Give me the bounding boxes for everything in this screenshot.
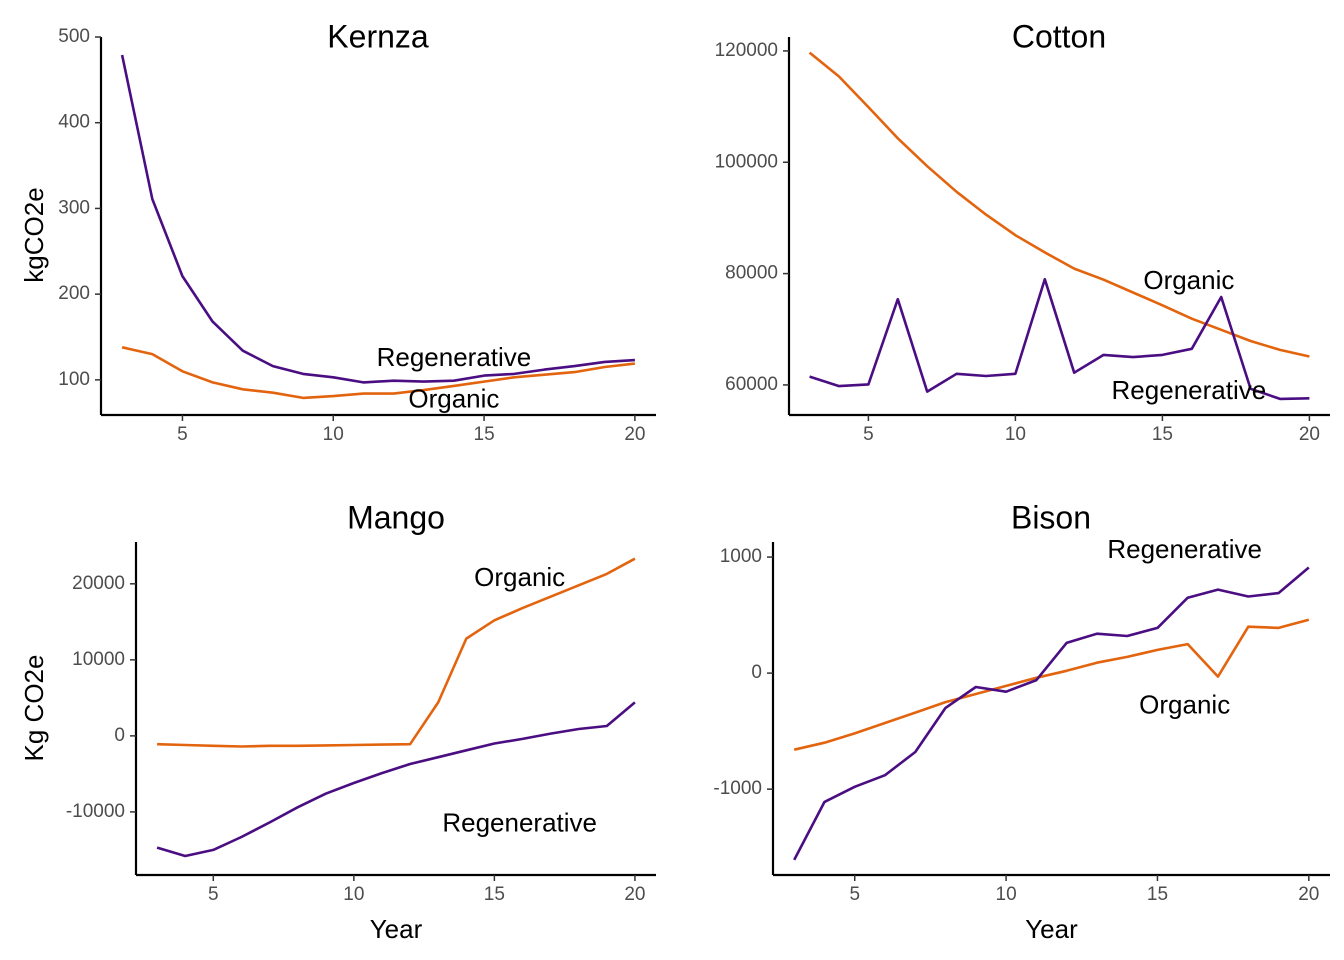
y-tick-label: 80000	[725, 263, 778, 284]
x-tick-label: 20	[624, 884, 645, 905]
y-tick-label: 500	[58, 26, 90, 47]
series-line-organic	[793, 618, 1310, 751]
series-line-regenerative	[120, 54, 635, 384]
y-tick-label: 100	[58, 369, 90, 390]
y-tick-label: 10000	[72, 649, 125, 670]
series-line-regenerative	[156, 701, 636, 858]
series-label: Organic	[1139, 690, 1230, 720]
panel-mango: Mango 5 10 15 20 -10000 0 10000 20000 Kg CO2e Year…	[19, 499, 656, 944]
series-label: Regenerative	[377, 342, 532, 372]
series-line-organic	[157, 557, 636, 748]
y-tick-label: 0	[114, 725, 125, 746]
y-axis-title: Kg CO2e	[19, 655, 49, 762]
series-line-organic	[121, 346, 636, 400]
series-line-organic	[808, 51, 1310, 358]
x-tick-label: 5	[208, 884, 219, 905]
y-tick-label: 0	[751, 662, 762, 683]
panel-title: Kernza	[327, 18, 429, 54]
y-tick-label: -1000	[713, 778, 762, 799]
y-tick-label: 1000	[720, 546, 762, 567]
x-tick-label: 5	[849, 884, 860, 905]
y-tick-label: 100000	[715, 151, 778, 172]
series-label: Regenerative	[1107, 534, 1262, 564]
y-tick-label: 20000	[72, 573, 125, 594]
x-tick-label: 10	[996, 884, 1017, 905]
x-tick-label: 20	[1299, 424, 1320, 445]
x-tick-label: 20	[624, 424, 645, 445]
panel-title: Mango	[347, 499, 445, 535]
y-tick-label: 120000	[715, 40, 778, 61]
x-tick-label: 15	[1152, 424, 1173, 445]
x-tick-label: 20	[1298, 884, 1319, 905]
y-tick-label: 60000	[725, 374, 778, 395]
series-label: Organic	[474, 562, 565, 592]
x-tick-label: 10	[1005, 424, 1026, 445]
y-tick-label: -10000	[66, 801, 125, 822]
series-line-regenerative	[793, 566, 1310, 861]
series-label: Organic	[408, 383, 499, 413]
panel-title: Bison	[1011, 499, 1091, 535]
x-tick-label: 15	[474, 424, 495, 445]
series-label: Regenerative	[1112, 375, 1267, 405]
x-axis-title: Year	[370, 914, 423, 944]
x-tick-label: 15	[1147, 884, 1168, 905]
panel-cotton: Cotton 5 10 15 20 60000 80000 100000 120000 Organ…	[715, 18, 1330, 445]
y-tick-label: 400	[58, 112, 90, 133]
x-tick-label: 10	[323, 424, 344, 445]
x-tick-label: 5	[863, 424, 874, 445]
panel-kernza: Kernza 5 10 15 20 100 200 300 400 500 kgCO2e Regene…	[19, 18, 656, 445]
series-line-regenerative	[809, 277, 1310, 401]
y-tick-label: 300	[58, 197, 90, 218]
y-tick-label: 200	[58, 283, 90, 304]
x-tick-label: 5	[177, 424, 188, 445]
x-tick-label: 15	[484, 884, 505, 905]
panel-bison: Bison 5 10 15 20 -1000 0 1000 Year Regenerative Or…	[713, 499, 1330, 944]
series-label: Organic	[1143, 265, 1234, 295]
x-axis-title: Year	[1025, 914, 1078, 944]
y-axis-title: kgCO2e	[19, 187, 49, 282]
x-tick-label: 10	[343, 884, 364, 905]
series-label: Regenerative	[442, 808, 597, 838]
panel-title: Cotton	[1012, 18, 1106, 54]
